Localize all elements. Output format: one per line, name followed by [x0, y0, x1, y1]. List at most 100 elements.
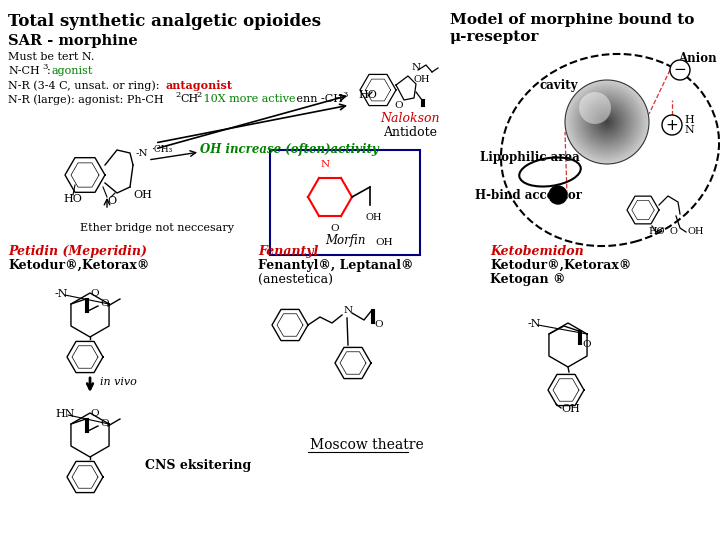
Text: SAR - morphine: SAR - morphine [8, 34, 138, 48]
Text: H-bind acceptor: H-bind acceptor [475, 188, 582, 201]
Circle shape [603, 118, 611, 126]
Text: -N: -N [528, 319, 541, 329]
Text: :: : [47, 66, 54, 76]
Text: Ketodur®,Ketorax®: Ketodur®,Ketorax® [490, 259, 631, 272]
Text: OH: OH [561, 404, 580, 414]
Circle shape [580, 96, 634, 148]
Text: O: O [394, 101, 402, 110]
Text: OH increase (often)activity: OH increase (often)activity [200, 144, 379, 157]
Circle shape [600, 116, 613, 129]
Text: Total synthetic analgetic opioides: Total synthetic analgetic opioides [8, 13, 321, 30]
Text: ·CH₃: ·CH₃ [151, 145, 172, 153]
Text: OH: OH [366, 213, 382, 222]
Text: Fenantyl®, Leptanal®: Fenantyl®, Leptanal® [258, 259, 413, 272]
Text: -N: -N [55, 289, 68, 299]
Circle shape [579, 92, 611, 124]
Text: (anestetica): (anestetica) [258, 273, 333, 286]
Text: HN: HN [55, 409, 74, 419]
Text: Petidin (Meperidin): Petidin (Meperidin) [8, 245, 147, 258]
Text: Ketobemidon: Ketobemidon [490, 245, 584, 258]
Text: HO: HO [358, 90, 377, 100]
Text: N: N [412, 63, 421, 72]
Circle shape [598, 112, 616, 131]
Text: O: O [670, 227, 678, 236]
Text: Fenantyl: Fenantyl [258, 245, 318, 258]
Text: OH: OH [688, 227, 704, 236]
Text: enn -CH: enn -CH [293, 94, 343, 104]
Text: 2: 2 [196, 91, 202, 99]
Text: N: N [684, 125, 694, 135]
Text: H: H [684, 115, 694, 125]
Circle shape [565, 80, 649, 164]
Circle shape [579, 94, 635, 150]
Circle shape [586, 101, 628, 143]
Text: cavity: cavity [540, 78, 578, 91]
Text: O: O [100, 419, 109, 428]
Text: Ether bridge not neccesary: Ether bridge not neccesary [80, 223, 234, 233]
Circle shape [593, 109, 621, 136]
Text: O: O [107, 196, 116, 206]
Circle shape [582, 97, 632, 147]
Circle shape [592, 107, 622, 137]
Text: HO: HO [63, 194, 82, 204]
Circle shape [602, 117, 612, 127]
Text: 3: 3 [342, 91, 347, 99]
Circle shape [596, 111, 618, 133]
Text: CNS eksitering: CNS eksitering [145, 458, 251, 471]
Text: μ-reseptor: μ-reseptor [450, 30, 539, 44]
Text: Model of morphine bound to: Model of morphine bound to [450, 13, 694, 27]
Text: Must be tert N.: Must be tert N. [8, 52, 94, 62]
Circle shape [568, 83, 646, 161]
Circle shape [572, 87, 642, 157]
Circle shape [574, 89, 641, 156]
Text: N-R (large): agonist: Ph-CH: N-R (large): agonist: Ph-CH [8, 94, 163, 105]
Text: O: O [100, 299, 109, 308]
Text: CH: CH [180, 94, 198, 104]
Text: Antidote: Antidote [383, 126, 437, 139]
Text: antagonist: antagonist [165, 80, 232, 91]
Text: Lipophilic area: Lipophilic area [480, 151, 580, 164]
Text: -N: -N [136, 148, 148, 158]
Text: Morfin: Morfin [325, 234, 365, 247]
Text: 3: 3 [42, 63, 48, 71]
Text: in vivo: in vivo [100, 377, 137, 387]
Text: O: O [582, 340, 590, 349]
Text: Nalokson: Nalokson [380, 112, 440, 125]
Text: +: + [665, 118, 678, 132]
Circle shape [583, 98, 631, 146]
Circle shape [577, 93, 636, 151]
Circle shape [575, 90, 639, 154]
Text: Ketogan ®: Ketogan ® [490, 273, 565, 286]
FancyBboxPatch shape [270, 150, 420, 255]
Circle shape [570, 84, 644, 160]
Text: N-R (3-4 C, unsat. or ring):: N-R (3-4 C, unsat. or ring): [8, 80, 163, 91]
Circle shape [585, 100, 629, 144]
Text: agonist: agonist [52, 66, 94, 76]
Text: HO: HO [648, 227, 665, 236]
Text: O: O [90, 289, 99, 298]
Text: O: O [374, 320, 382, 329]
Text: N: N [344, 306, 353, 315]
Circle shape [599, 114, 615, 130]
Circle shape [662, 115, 682, 135]
Circle shape [595, 110, 619, 134]
Text: Anion: Anion [678, 52, 716, 65]
Circle shape [549, 186, 567, 204]
Text: O: O [330, 224, 339, 233]
Text: −: − [674, 63, 686, 78]
Circle shape [670, 60, 690, 80]
Text: O: O [90, 409, 99, 418]
Text: N-CH: N-CH [8, 66, 40, 76]
Circle shape [571, 86, 644, 158]
Text: OH: OH [414, 75, 431, 84]
Text: Moscow theatre: Moscow theatre [310, 438, 424, 452]
Text: N: N [320, 160, 330, 169]
Text: 2: 2 [175, 91, 180, 99]
Circle shape [576, 91, 638, 153]
Circle shape [606, 121, 608, 123]
Circle shape [605, 119, 609, 124]
Circle shape [589, 104, 625, 140]
Circle shape [590, 105, 624, 139]
Text: 10X more active: 10X more active [200, 94, 295, 104]
Text: Ketodur®,Ketorax®: Ketodur®,Ketorax® [8, 259, 149, 272]
